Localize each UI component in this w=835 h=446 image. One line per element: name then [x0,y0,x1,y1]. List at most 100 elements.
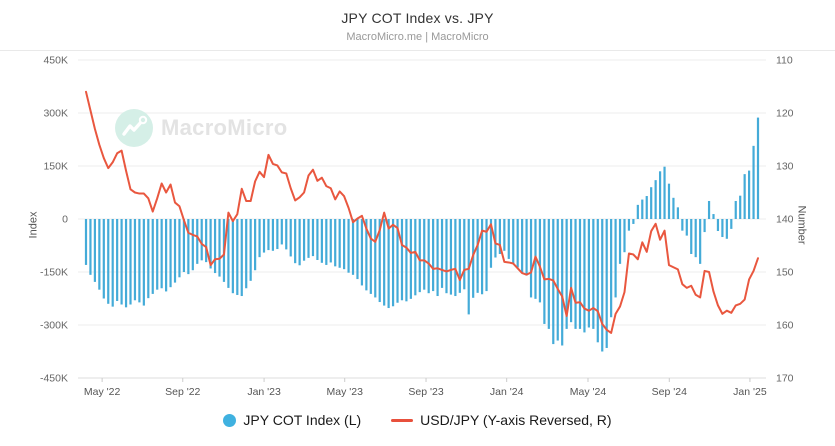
cot-index-bar [543,219,546,324]
cot-index-bar [302,219,306,261]
chart-title: JPY COT Index vs. JPY [341,10,494,26]
cot-index-bar [521,219,524,273]
cot-index-bar [200,219,203,261]
cot-index-bar [98,219,101,290]
cot-index-bar [512,219,515,264]
cot-index-bar [102,219,105,299]
cot-index-bar [472,219,475,298]
cot-index-bar [343,219,346,270]
cot-index-bar [258,219,261,258]
cot-index-bar [231,219,234,294]
cot-index-bar [685,219,688,236]
cot-index-bar [538,219,542,303]
cot-index-bar [196,219,199,264]
header-divider [0,50,835,51]
cot-index-bar [592,219,595,329]
cot-index-bar [374,219,377,298]
right-axis-tick-label: 120 [776,108,794,120]
cot-index-bar [694,219,697,258]
cot-index-bar [454,219,457,297]
cot-index-bar [191,219,194,271]
cot-index-bar [574,219,577,329]
cot-index-bar [129,219,132,305]
cot-index-bar [320,219,323,263]
cot-index-bar [378,219,381,303]
cot-index-bar [739,195,742,219]
cot-index-bar [432,219,435,292]
cot-index-bar [173,219,177,283]
cot-index-bar [569,219,573,323]
cot-index-bars [84,117,760,352]
cot-index-bar [676,207,679,219]
cot-index-bar [178,219,181,278]
cot-index-bar [218,219,221,277]
cot-index-bar [605,219,608,348]
cot-index-bar [240,219,243,297]
cot-index-bar [280,219,283,245]
cot-index-bar [262,219,266,253]
cot-index-bar [507,219,510,259]
left-axis-tick-label: 150K [43,161,68,173]
cot-index-bar [752,145,755,219]
cot-index-bar [387,219,390,309]
cot-index-bar [748,170,751,219]
cot-index-bar [120,219,123,305]
cot-index-bar [383,219,386,306]
cot-index-bar [93,219,96,282]
cot-index-bar [636,204,639,219]
cot-index-bar [338,219,341,268]
cot-index-bar [721,219,724,238]
cot-index-bar [436,219,439,297]
cot-index-bar [285,219,288,250]
cot-index-bar [276,219,279,250]
right-axis-tick-label: 160 [776,320,794,332]
cot-index-bar [627,219,631,231]
cot-index-bar [84,219,88,265]
cot-index-bar [311,219,315,257]
cot-index-bar [480,219,484,295]
cot-index-bar [169,219,172,288]
cot-index-bar [400,219,404,301]
cot-index-bar [525,219,528,276]
cot-index-bar [463,219,466,290]
cot-index-bar [182,219,186,272]
cot-index-bar [494,219,497,258]
cot-index-bar [107,219,110,304]
x-axis-tick-label: Sep '23 [408,386,443,398]
cot-index-bar [712,214,715,219]
legend-label-usdjpy: USD/JPY (Y-axis Reversed, R) [420,412,612,428]
cot-index-bar [672,197,675,219]
cot-index-bar [641,199,644,219]
usdjpy-line-swatch [391,418,414,422]
legend-item-cot-index[interactable]: JPY COT Index (L) [223,412,361,428]
x-axis-tick-label: Sep '22 [165,386,200,398]
cot-index-bar [249,219,252,281]
cot-index-bar [423,219,426,290]
cot-index-bar [147,219,150,299]
cot-index-bar [360,219,364,286]
left-axis-tick-label: -450K [40,373,68,385]
cot-index-bar [743,174,746,219]
cot-index-bar [485,219,488,292]
cot-index-bar [116,219,119,301]
cot-index-bar [489,219,493,268]
cot-index-bar [561,219,564,346]
cot-index-bar [725,219,728,239]
cot-index-bar [445,219,448,294]
cot-index-bar [165,219,168,292]
cot-index-bar [667,183,671,219]
cot-index-bar [654,180,657,219]
cot-index-bar [356,219,359,280]
cot-index-bar [236,219,239,295]
cot-index-bar [298,219,301,266]
legend-item-usdjpy[interactable]: USD/JPY (Y-axis Reversed, R) [391,412,612,428]
x-axis-tick-label: Sep '24 [652,386,687,398]
cot-index-bar [601,219,604,352]
cot-index-bar [160,219,163,289]
cot-index-bar [756,117,760,219]
x-axis-tick-label: May '23 [327,386,364,398]
cot-index-bar [205,219,208,263]
cot-index-bar [369,219,372,294]
